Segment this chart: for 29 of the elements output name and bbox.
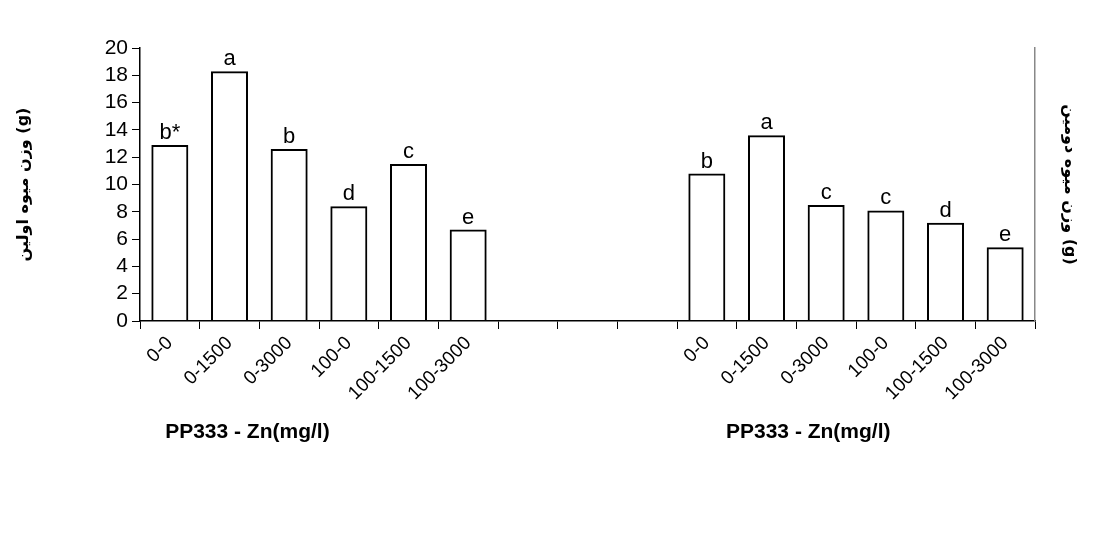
y-tick-label: 12 xyxy=(104,144,128,167)
y-tick-label: 16 xyxy=(104,89,128,113)
data-label: a xyxy=(223,45,237,71)
data-label: b xyxy=(700,147,713,173)
y-tick-label: 10 xyxy=(104,171,128,195)
data-label: b* xyxy=(159,118,181,144)
y-tick-label: 2 xyxy=(116,280,128,304)
data-label: c xyxy=(880,184,892,210)
data-label: d xyxy=(342,180,355,206)
x-tick-label: 0-0 xyxy=(679,331,714,367)
x-axis-title: PP333 - Zn(mg/l) xyxy=(165,418,330,442)
y-tick-label: 20 xyxy=(104,34,128,58)
y-tick-label: 0 xyxy=(116,307,128,331)
data-label: c xyxy=(820,179,832,205)
data-label: b xyxy=(283,123,296,149)
y-axis-title: وزن میوه اولین (g) xyxy=(12,107,32,262)
x-tick-label: 0-0 xyxy=(142,331,177,367)
data-label: e xyxy=(999,221,1012,247)
data-label: c xyxy=(403,138,414,164)
data-label: d xyxy=(939,196,952,222)
y-tick-label: 18 xyxy=(104,62,128,86)
data-label: a xyxy=(760,109,774,135)
text: PP333 - Zn(mg/l) xyxy=(726,418,891,442)
y-tick-label: 14 xyxy=(104,116,129,140)
y2-axis-title: وزن میوه دومین (g) xyxy=(1061,104,1081,265)
y-tick-label: 6 xyxy=(116,225,128,249)
y-tick-label: 8 xyxy=(116,198,128,222)
data-label: e xyxy=(462,203,475,229)
y-tick-label: 4 xyxy=(116,253,129,277)
